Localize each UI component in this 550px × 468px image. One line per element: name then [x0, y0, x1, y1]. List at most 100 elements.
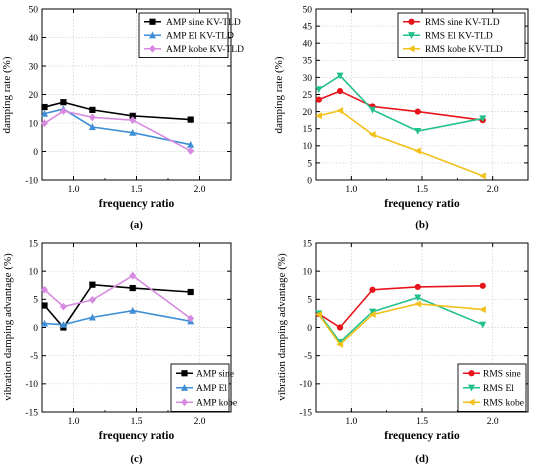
- legend-swatch-marker: [407, 45, 415, 53]
- series-line-2: [318, 296, 484, 344]
- chart-panel-2: 1.0 1.5 2.0 0 5 10 15 20 25 30 35 40 45 50 damping rat…: [273, 5, 529, 231]
- y-tick-label: 40: [303, 40, 313, 50]
- panel-label: (b): [415, 219, 429, 231]
- data-point: [414, 294, 422, 302]
- legend-swatch-marker: [408, 18, 415, 25]
- legend-label: RMS El KV-TLD: [425, 32, 493, 42]
- chart-panel-1: 1.0 1.5 2.0 -10 0 10 20 30 40 50 damping rate (%) f…: [1, 5, 244, 231]
- data-point: [59, 302, 67, 311]
- legend-label: RMS El: [483, 384, 514, 394]
- data-point: [187, 288, 194, 296]
- legend-swatch-marker: [149, 44, 156, 53]
- x-tick-label: 2.0: [194, 185, 206, 195]
- data-point: [129, 128, 137, 136]
- x-tick-label: 1.5: [131, 417, 143, 427]
- data-point: [187, 147, 195, 155]
- y-tick-label: -10: [299, 380, 312, 390]
- data-point: [41, 109, 49, 117]
- data-point: [187, 116, 194, 123]
- y-tick-label: 50: [303, 5, 313, 15]
- legend-label: RMS sine: [483, 370, 521, 380]
- y-tick-label: 0: [33, 148, 38, 158]
- series-line-3: [43, 274, 192, 320]
- data-point: [369, 106, 377, 114]
- y-tick-label: -5: [304, 352, 312, 362]
- data-point: [59, 107, 67, 115]
- data-point: [41, 285, 49, 294]
- data-point: [41, 119, 49, 128]
- legend-swatch-marker: [181, 384, 188, 391]
- data-point: [369, 286, 376, 293]
- y-tick-label: -10: [25, 176, 38, 186]
- x-tick-label: 1.0: [345, 417, 357, 427]
- y-axis-label: damping rate (%): [1, 56, 13, 133]
- y-tick-label: 30: [29, 62, 39, 72]
- data-point: [315, 86, 323, 94]
- data-point: [336, 107, 344, 115]
- series-line-1: [318, 90, 483, 121]
- data-point: [479, 305, 486, 313]
- data-point: [336, 87, 344, 95]
- data-point: [479, 321, 487, 329]
- y-axis-label: vibration damping advantage (%): [276, 253, 288, 401]
- chart-panel-3: 1.0 1.5 2.0 -15 -10 -5 0 5 10 15 vibration damping…: [2, 239, 237, 465]
- legend-label: RMS sine KV-TLD: [425, 18, 500, 28]
- data-point: [129, 271, 137, 280]
- data-point: [414, 300, 421, 308]
- legend-label: AMP kobe KV-TLD: [166, 45, 244, 55]
- legend-label: AMP kobe: [196, 399, 237, 409]
- legend-label: AMP sine KV-TLD: [166, 18, 241, 28]
- data-point: [414, 127, 422, 135]
- x-tick-label: 1.5: [131, 185, 143, 195]
- chart-panel-4: 1.0 1.5 2.0 -15 -10 -5 0 5 10 15 vibration damping…: [276, 239, 529, 465]
- y-tick-label: 5: [307, 159, 312, 169]
- legend-label: RMS kobe: [483, 399, 524, 409]
- data-point: [88, 123, 96, 131]
- legend-label: AMP El: [196, 384, 227, 394]
- legend-swatch-marker: [467, 398, 475, 406]
- legend: AMP sine KV-TLD AMP El KV-TLD AMP kobe KV-…: [138, 12, 244, 58]
- data-point: [315, 112, 322, 120]
- data-point: [129, 112, 136, 119]
- data-point: [41, 103, 48, 111]
- y-tick-label: -5: [30, 352, 38, 362]
- panel-label: (d): [415, 453, 429, 465]
- legend-label: AMP sine: [196, 370, 234, 380]
- x-tick-label: 1.0: [345, 185, 357, 195]
- y-tick-label: 5: [33, 296, 38, 306]
- y-tick-label: 10: [303, 142, 313, 152]
- data-point: [59, 320, 67, 328]
- y-tick-label: 15: [303, 125, 313, 135]
- y-tick-label: 45: [303, 23, 313, 33]
- legend-swatch-marker: [181, 370, 188, 377]
- data-point: [88, 113, 96, 122]
- y-tick-label: 50: [29, 5, 39, 15]
- data-point: [88, 295, 96, 304]
- legend: AMP sine AMP El AMP kobe: [170, 363, 237, 412]
- panel-label: (c): [130, 453, 143, 465]
- data-point: [89, 281, 96, 288]
- data-point: [414, 108, 421, 115]
- data-point: [368, 311, 376, 319]
- x-tick-label: 2.0: [487, 185, 499, 195]
- y-axis-label: vibration damping advantage (%): [2, 253, 14, 401]
- data-point: [414, 283, 421, 291]
- data-point: [315, 96, 322, 103]
- data-point: [60, 99, 67, 106]
- legend: RMS sine RMS El RMS kobe: [457, 363, 527, 412]
- y-tick-label: 15: [303, 239, 313, 249]
- x-axis-label: frequency ratio: [384, 198, 460, 210]
- data-point: [368, 131, 376, 139]
- y-tick-label: 20: [303, 108, 313, 118]
- x-axis-label: frequency ratio: [99, 430, 175, 442]
- data-point: [129, 116, 137, 125]
- legend-swatch-marker: [468, 384, 475, 392]
- y-tick-label: 15: [29, 239, 39, 249]
- y-tick-label: 25: [303, 91, 313, 101]
- data-point: [336, 72, 344, 80]
- legend-label: AMP El KV-TLD: [166, 32, 234, 42]
- panel-label: (a): [130, 219, 143, 231]
- data-point: [129, 306, 137, 314]
- data-point: [369, 308, 377, 316]
